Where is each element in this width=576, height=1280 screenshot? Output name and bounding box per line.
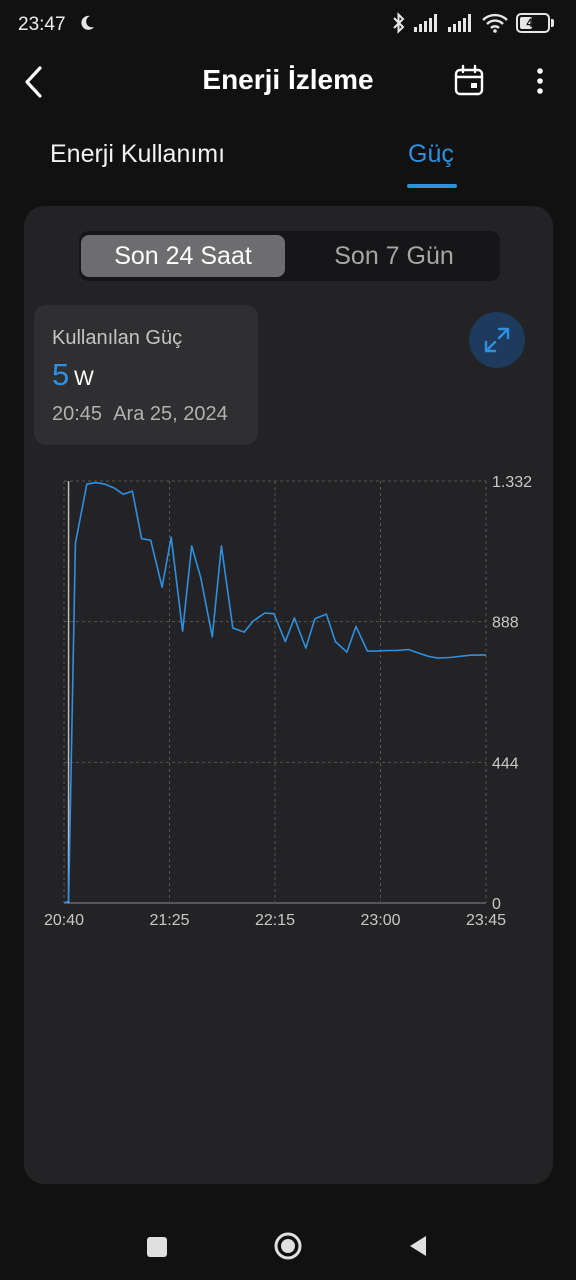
back-nav-icon[interactable]: [406, 1234, 430, 1258]
expand-icon: [484, 327, 510, 353]
chart-tooltip: Kullanılan Güç 5 W 20:45 Ara 25, 2024: [34, 305, 258, 445]
home-icon[interactable]: [272, 1230, 304, 1262]
x-tick-label: 22:15: [255, 912, 295, 929]
tooltip-time: 20:45: [52, 403, 103, 425]
x-tick-label: 21:25: [149, 912, 189, 929]
signal-icon: [414, 14, 437, 32]
power-chart[interactable]: 1.332 888 444 0 20:40 21:25 22:15 23:00 23:45: [24, 461, 553, 941]
battery-icon: 48: [516, 13, 550, 33]
power-card: Son 24 Saat Son 7 Gün Kullanılan Güç 5 W…: [24, 206, 553, 1184]
moon-icon: [81, 15, 94, 30]
bluetooth-icon: [393, 12, 405, 34]
battery-level: 48: [526, 16, 540, 30]
x-tick-label: 23:45: [466, 912, 506, 929]
range-selector: Son 24 Saat Son 7 Gün: [79, 231, 500, 281]
tooltip-datetime: 20:45 Ara 25, 2024: [52, 403, 228, 426]
x-tick-label: 23:00: [360, 912, 400, 929]
range-option-7d[interactable]: Son 7 Gün: [334, 241, 454, 270]
status-bar: 23:47 48: [0, 0, 576, 52]
y-tick-label: 444: [492, 755, 519, 772]
tooltip-date: Ara 25, 2024: [113, 403, 228, 425]
tooltip-value: 5: [52, 357, 70, 392]
y-tick-label: 888: [492, 615, 519, 632]
back-icon[interactable]: [18, 60, 52, 104]
tooltip-unit: W: [74, 367, 94, 390]
tab-energy-usage[interactable]: Enerji Kullanımı: [50, 140, 226, 168]
y-tick-label: 1.332: [492, 474, 532, 491]
y-tick-label: 0: [492, 896, 501, 913]
status-icons: 48: [392, 12, 554, 34]
status-time: 23:47: [18, 14, 66, 35]
tab-active-indicator: [407, 184, 457, 188]
range-option-24h[interactable]: Son 24 Saat: [81, 235, 285, 277]
power-series-line: [63, 481, 487, 904]
x-tick-label: 20:40: [44, 912, 84, 929]
wifi-icon: [482, 13, 508, 33]
battery-tip: [551, 19, 554, 27]
recents-icon[interactable]: [147, 1237, 167, 1257]
page-title: Enerji İzleme: [202, 64, 374, 95]
tab-power[interactable]: Güç: [408, 140, 454, 168]
battery-level-fill: [520, 17, 533, 29]
more-icon[interactable]: [526, 62, 554, 100]
expand-button[interactable]: [469, 312, 525, 368]
calendar-icon[interactable]: [450, 62, 488, 100]
signal-icon: [448, 14, 471, 32]
tooltip-label: Kullanılan Güç: [52, 327, 183, 349]
